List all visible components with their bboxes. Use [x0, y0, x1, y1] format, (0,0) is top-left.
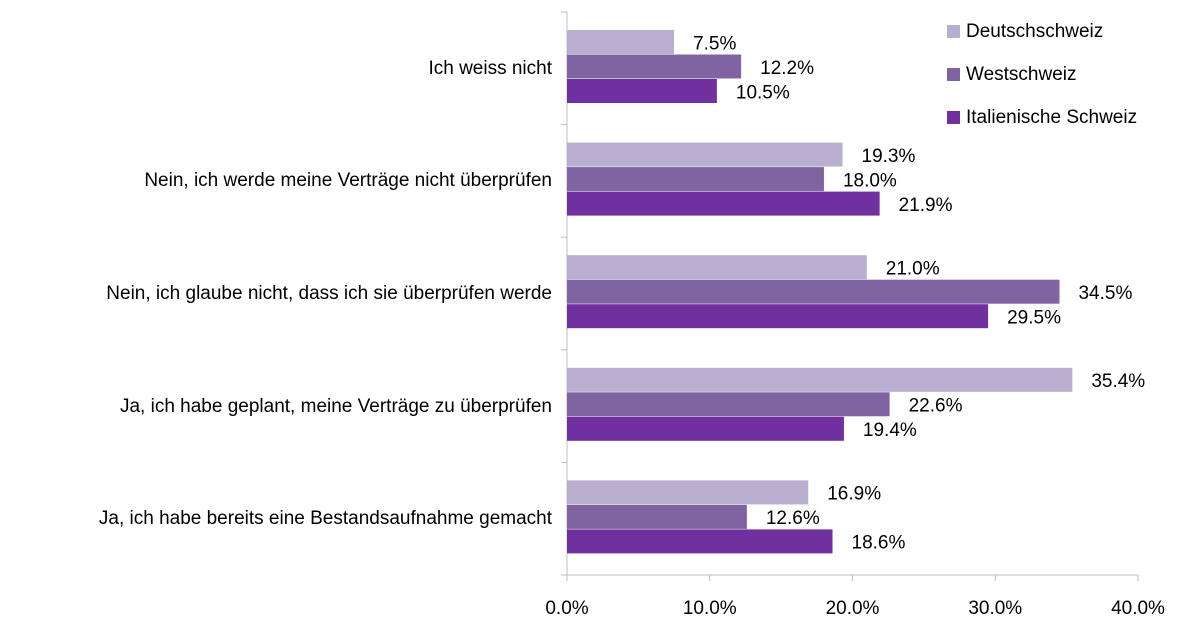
value-label: 18.0% — [843, 170, 897, 191]
legend-swatch — [947, 68, 960, 81]
bar — [567, 54, 742, 79]
category-text: Ja, ich habe bereits eine Bestandsaufnah… — [98, 508, 552, 530]
bar — [567, 304, 989, 329]
value-label: 35.4% — [1091, 371, 1145, 392]
value-label: 19.4% — [863, 420, 917, 441]
bar — [567, 279, 1060, 304]
legend-swatch — [947, 111, 960, 124]
category-label: Ich weiss nicht — [0, 12, 552, 125]
legend-label: Italienische Schweiz — [966, 107, 1137, 128]
category-label: Ja, ich habe geplant, meine Verträge zu … — [0, 350, 552, 463]
legend-label: Deutschschweiz — [966, 21, 1103, 42]
category-label: Nein, ich werde meine Verträge nicht übe… — [0, 125, 552, 238]
x-tick-label: 20.0% — [826, 598, 880, 619]
bar — [567, 504, 747, 529]
value-label: 12.6% — [766, 508, 820, 529]
legend-label: Westschweiz — [966, 64, 1077, 85]
legend-swatch — [947, 25, 960, 38]
bar — [567, 30, 675, 54]
value-label: 16.9% — [827, 484, 881, 505]
bar — [567, 392, 890, 417]
value-label: 34.5% — [1078, 283, 1132, 304]
value-label: 22.6% — [909, 396, 963, 417]
x-tick-label: 30.0% — [968, 598, 1022, 619]
category-text: Nein, ich werde meine Verträge nicht übe… — [144, 170, 552, 192]
value-label: 21.0% — [886, 258, 940, 279]
bar — [567, 529, 833, 554]
category-label: Nein, ich glaube nicht, dass ich sie übe… — [0, 237, 552, 350]
value-label: 18.6% — [852, 533, 906, 554]
bar — [567, 167, 824, 192]
bar — [567, 367, 1073, 392]
bar — [567, 191, 880, 216]
value-label: 10.5% — [736, 82, 790, 103]
bar — [567, 142, 843, 167]
category-text: Ich weiss nicht — [428, 57, 552, 79]
value-label: 12.2% — [760, 58, 814, 79]
bar — [567, 480, 809, 505]
x-tick-label: 10.0% — [683, 598, 737, 619]
category-label: Ja, ich habe bereits eine Bestandsaufnah… — [0, 462, 552, 575]
x-tick-label: 0.0% — [545, 598, 588, 619]
bar — [567, 79, 717, 103]
x-tick-label: 40.0% — [1111, 598, 1165, 619]
bar — [567, 416, 844, 441]
value-label: 29.5% — [1007, 307, 1061, 328]
bar — [567, 255, 867, 280]
value-label: 19.3% — [862, 146, 916, 167]
value-label: 21.9% — [899, 195, 953, 216]
category-text: Nein, ich glaube nicht, dass ich sie übe… — [106, 282, 552, 304]
value-label: 7.5% — [693, 33, 736, 54]
category-text: Ja, ich habe geplant, meine Verträge zu … — [119, 395, 552, 417]
